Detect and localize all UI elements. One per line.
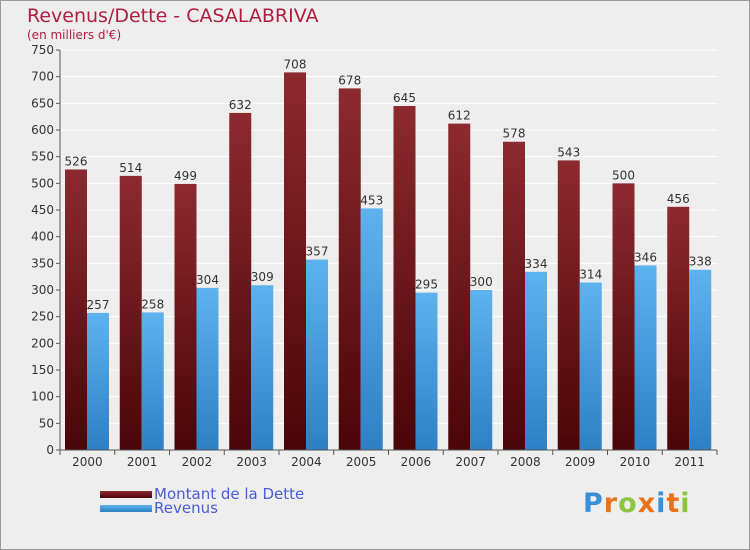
legend-label-revenus: Revenus: [154, 499, 218, 517]
x-tick-label: 2009: [565, 455, 596, 469]
bar-debt: [65, 169, 87, 450]
data-label-debt: 645: [393, 91, 416, 105]
data-label-revenus: 258: [141, 297, 164, 311]
bar-revenus: [689, 269, 712, 450]
x-tick-label: 2002: [182, 455, 213, 469]
y-axis: 0 50 100 150 200 250 300 350 400 450 500 550 600 650 7…: [31, 43, 61, 457]
y-tick-label: 100: [31, 390, 54, 404]
data-label-debt: 499: [174, 169, 197, 183]
data-label-debt: 514: [119, 161, 142, 175]
y-tick-label: 750: [31, 43, 54, 57]
x-tick-label: 2007: [455, 455, 486, 469]
y-tick-label: 650: [31, 96, 54, 110]
logo-letter: i: [656, 488, 667, 519]
x-tick-label: 2010: [620, 455, 651, 469]
data-label-debt: 543: [557, 145, 580, 159]
y-tick-label: 0: [46, 443, 54, 457]
bar-revenus: [470, 290, 493, 450]
bar-debt: [503, 141, 525, 450]
logo-letter: t: [666, 488, 681, 519]
logo-letter: i: [680, 488, 691, 519]
x-tick-label: 2001: [127, 455, 158, 469]
y-tick-label: 250: [31, 310, 54, 324]
x-tick-label: 2000: [72, 455, 103, 469]
bar-debt: [612, 183, 635, 451]
y-tick-label: 500: [31, 176, 54, 190]
data-label-revenus: 304: [196, 273, 219, 287]
x-tick-label: 2005: [346, 455, 377, 469]
x-tick-label: 2008: [510, 455, 541, 469]
bar-debt: [229, 112, 252, 450]
y-tick-label: 300: [31, 283, 54, 297]
chart-subtitle: (en milliers d'€): [27, 28, 122, 42]
data-label-revenus: 334: [525, 257, 548, 271]
bar-debt: [557, 160, 580, 450]
data-label-debt: 500: [612, 168, 635, 182]
bar-debt: [338, 88, 361, 451]
data-label-debt: 678: [338, 73, 361, 87]
y-tick-label: 450: [31, 203, 54, 217]
data-label-revenus: 357: [306, 245, 329, 259]
bar-debt: [119, 175, 142, 450]
data-label-debt: 456: [667, 192, 690, 206]
logo-letter: r: [603, 488, 619, 519]
y-tick-label: 150: [31, 363, 54, 377]
data-label-revenus: 257: [87, 298, 110, 312]
x-tick-label: 2006: [401, 455, 432, 469]
bar-debt: [393, 106, 416, 450]
logo-letter: x: [637, 488, 657, 519]
data-label-revenus: 453: [360, 193, 383, 207]
grid-lines: [60, 49, 717, 451]
bar-revenus: [196, 287, 219, 450]
bar-debt: [667, 206, 690, 450]
data-label-revenus: 346: [634, 250, 657, 264]
data-label-debt: 578: [503, 127, 526, 141]
data-label-revenus: 300: [470, 275, 493, 289]
bar-revenus: [87, 312, 109, 450]
y-tick-label: 700: [31, 70, 54, 84]
logo-letter: P: [583, 488, 604, 519]
data-label-revenus: 295: [415, 278, 438, 292]
data-label-revenus: 314: [579, 268, 602, 282]
data-label-revenus: 338: [689, 255, 712, 269]
x-axis: 2000 2001 2002 2003 2004 2005 2006 2007 2008 2009…: [59, 449, 718, 469]
data-label-debt: 526: [65, 154, 88, 168]
bar-debt: [448, 123, 471, 450]
legend-swatch-debt: [100, 490, 152, 498]
x-tick-label: 2011: [674, 455, 705, 469]
legend-swatch-revenus: [100, 504, 152, 512]
y-tick-label: 50: [39, 416, 54, 430]
bar-revenus: [634, 265, 657, 450]
bars: 526 257 514 258 499 304 632 309 708 357 678 453 645 2…: [65, 57, 712, 451]
proxiti-logo: Proxiti: [583, 488, 691, 519]
bar-revenus: [141, 312, 164, 450]
y-tick-label: 600: [31, 123, 54, 137]
legend-item-debt: Montant de la Dette: [100, 485, 305, 503]
bar-debt: [284, 72, 306, 451]
bar-revenus: [415, 292, 438, 450]
bar-debt: [174, 183, 197, 450]
data-label-debt: 612: [448, 109, 471, 123]
x-tick-label: 2003: [236, 455, 267, 469]
bar-revenus: [251, 285, 274, 450]
data-label-debt: 708: [284, 57, 307, 71]
plot-area: [60, 50, 717, 450]
data-label-debt: 632: [229, 98, 252, 112]
y-tick-label: 400: [31, 230, 54, 244]
bar-revenus: [525, 271, 547, 450]
y-tick-label: 550: [31, 150, 54, 164]
y-tick-label: 350: [31, 256, 54, 270]
x-tick-label: 2004: [291, 455, 322, 469]
chart-title: Revenus/Dette - CASALABRIVA: [27, 5, 319, 27]
bar-revenus: [306, 259, 328, 450]
bar-revenus: [360, 208, 383, 450]
bar-revenus: [579, 282, 602, 450]
logo-letter: o: [618, 488, 638, 519]
legend-label-debt: Montant de la Dette: [154, 485, 305, 503]
data-label-revenus: 309: [251, 270, 274, 284]
y-tick-label: 200: [31, 336, 54, 350]
legend-item-revenus: Revenus: [100, 499, 218, 517]
